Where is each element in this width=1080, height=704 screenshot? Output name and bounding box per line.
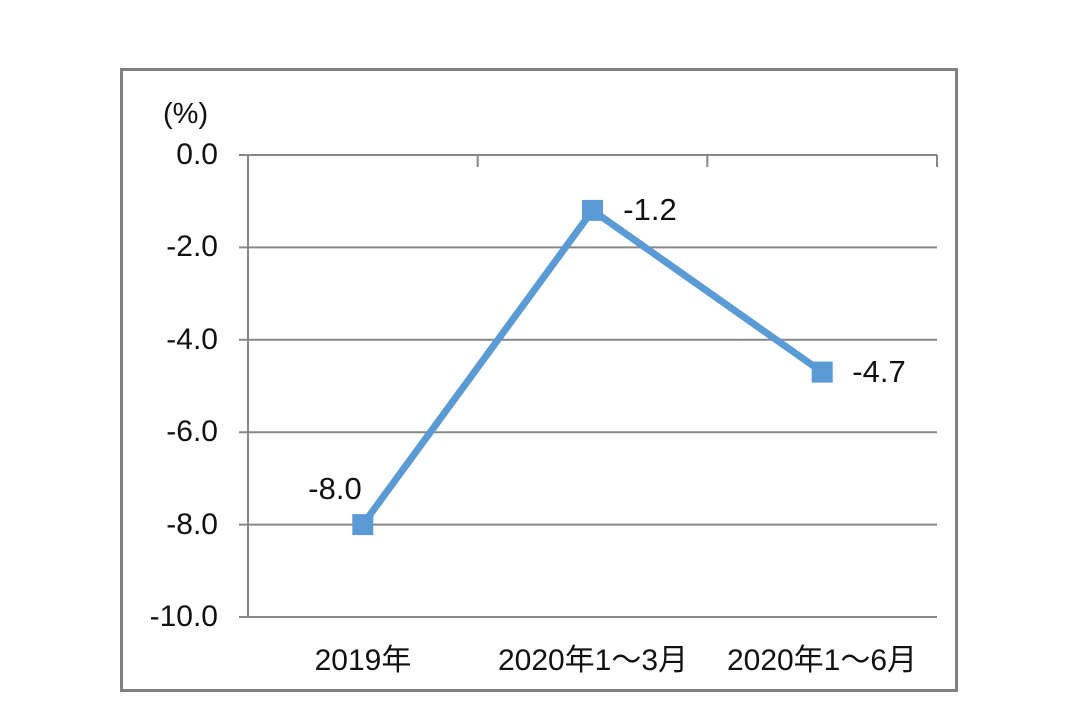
x-category-label: 2020年1～3月 [497, 644, 689, 677]
y-tick-label: -8.0 [166, 508, 218, 541]
x-category-label: 2020年1～6月 [726, 644, 918, 677]
data-label: -1.2 [623, 192, 677, 227]
y-tick-label: 0.0 [176, 138, 218, 171]
x-category-label: 2019年 [314, 644, 412, 677]
y-tick-label: -10.0 [149, 600, 218, 633]
y-tick-label: -6.0 [166, 415, 218, 448]
y-tick-label: -2.0 [166, 230, 218, 263]
data-label: -4.7 [852, 354, 906, 389]
data-label: -8.0 [308, 471, 362, 506]
y-tick-label: -4.0 [166, 323, 218, 356]
y-axis-unit-label: (%) [163, 98, 209, 130]
chart-border [120, 68, 958, 692]
